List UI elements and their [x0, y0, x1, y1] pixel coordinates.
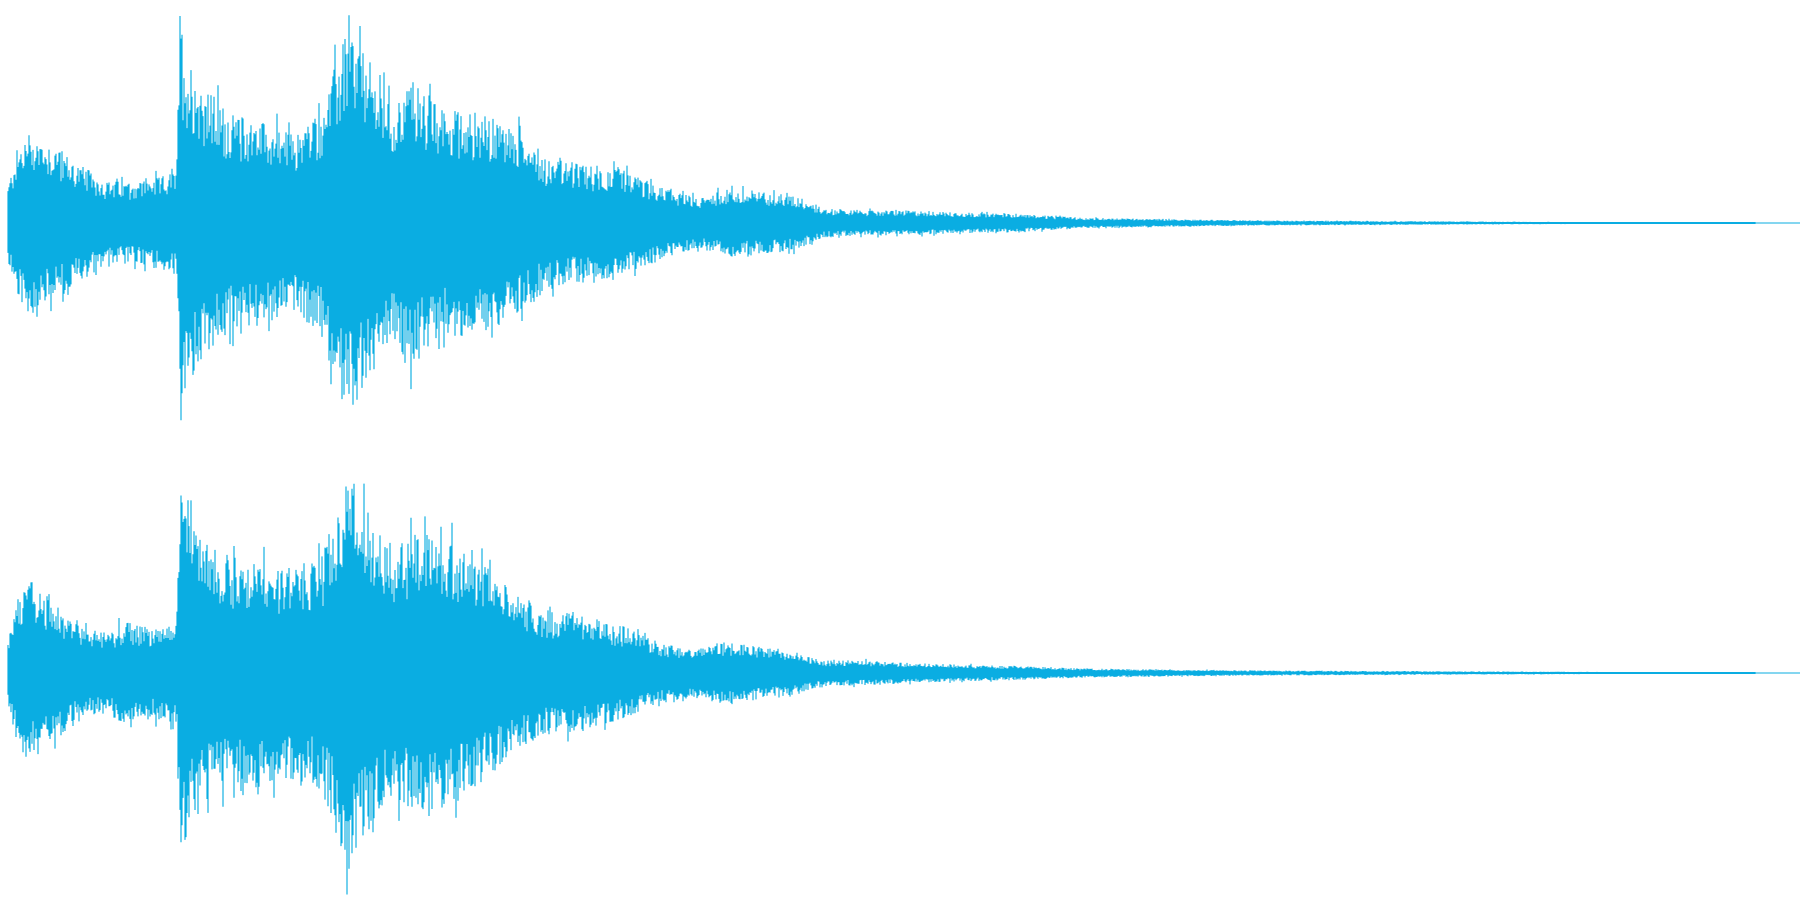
channel-left-plot [7, 15, 1800, 421]
channel-right-plot [7, 483, 1800, 895]
channel-left-waveform [7, 15, 1800, 421]
channel-right-waveform [0, 450, 1800, 900]
waveform-samples-left [7, 15, 1756, 421]
waveform-samples-right [7, 483, 1756, 895]
